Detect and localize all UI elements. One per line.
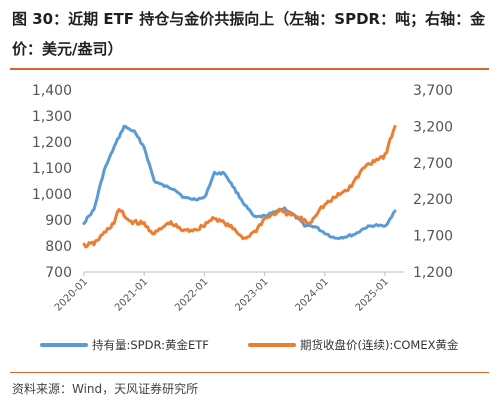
- series-lines: [82, 124, 397, 249]
- legend-label-0: 持有量:SPDR:黄金ETF: [92, 338, 209, 352]
- series-line-0: [82, 124, 397, 240]
- left-tick-label: 700: [45, 265, 72, 281]
- x-tick-label: 2023-01: [233, 276, 270, 313]
- x-axis-ticks: 2020-01 2021-01 2022-01 2023-01 2024-01 2025-…: [53, 272, 391, 314]
- left-tick-label: 1,000: [32, 187, 72, 203]
- left-tick-label: 1,400: [32, 83, 72, 99]
- x-tick-label: 2020-01: [53, 276, 90, 313]
- legend-label-1: 期货收盘价(连续):COMEX黄金: [300, 338, 459, 352]
- source-note: 资料来源：Wind，天风证券研究所: [12, 382, 199, 396]
- x-tick-label: 2022-01: [173, 276, 210, 313]
- right-tick-label: 3,200: [413, 119, 453, 135]
- left-tick-label: 900: [45, 213, 72, 229]
- series-line-1: [82, 124, 397, 249]
- x-tick-label: 2025-01: [354, 276, 391, 313]
- left-tick-label: 1,100: [32, 161, 72, 177]
- right-tick-label: 1,700: [413, 229, 453, 245]
- right-tick-label: 2,200: [413, 192, 453, 208]
- figure-title: 图 30：近期 ETF 持仓与金价共振向上（左轴：SPDR：吨；右轴：金价：美元…: [12, 10, 486, 58]
- left-tick-label: 1,200: [32, 135, 72, 151]
- footer-divider: [10, 372, 489, 373]
- right-tick-label: 3,700: [413, 83, 453, 99]
- left-tick-label: 800: [45, 239, 72, 255]
- right-axis-ticks: 1,200 1,700 2,200 2,700 3,200 3,700: [413, 83, 453, 281]
- title-divider: [10, 68, 489, 70]
- x-tick-label: 2024-01: [294, 276, 331, 313]
- right-tick-label: 2,700: [413, 156, 453, 172]
- right-tick-label: 1,200: [413, 265, 453, 281]
- legend: 持有量:SPDR:黄金ETF 期货收盘价(连续):COMEX黄金: [40, 338, 459, 352]
- left-axis-ticks: 700 800 900 1,000 1,100 1,200 1,300 1,400: [32, 83, 72, 281]
- x-tick-label: 2021-01: [113, 276, 150, 313]
- left-tick-label: 1,300: [32, 109, 72, 125]
